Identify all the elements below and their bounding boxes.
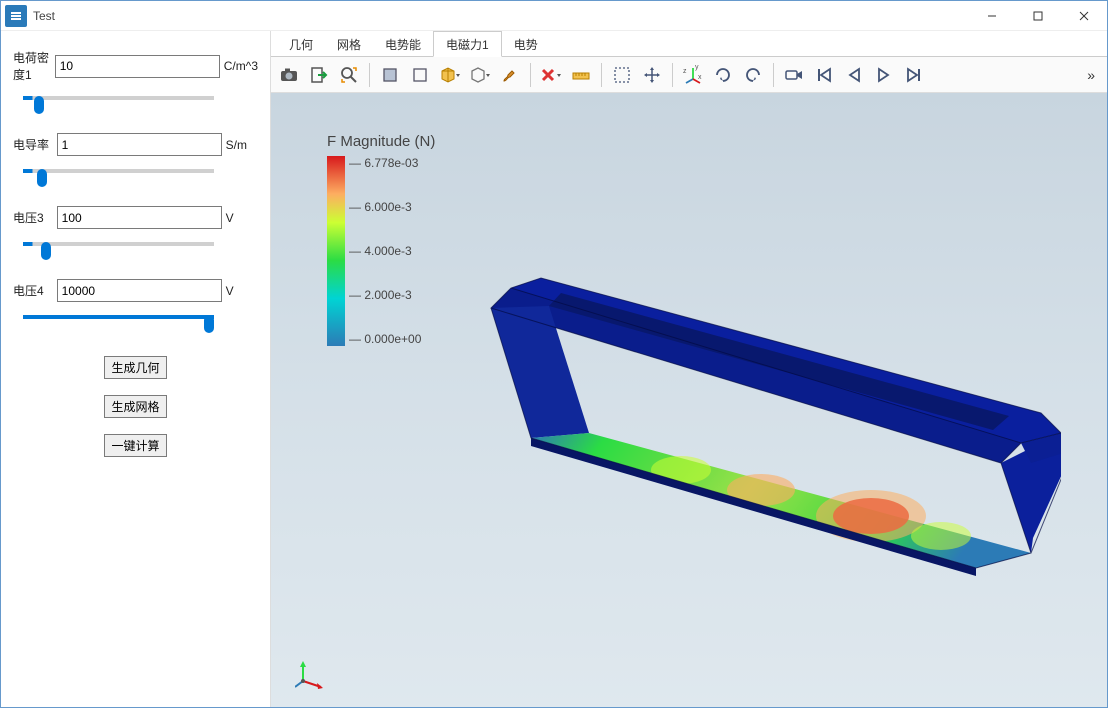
svg-text:x: x [698, 74, 702, 81]
svg-text:y: y [695, 65, 699, 71]
brush-icon[interactable] [496, 61, 524, 89]
toolbar: z yx » [271, 57, 1107, 93]
param-group-3: 电压4 V [13, 279, 258, 324]
box-outline-dd-icon[interactable] [466, 61, 494, 89]
generate-geometry-button[interactable]: 生成几何 [104, 356, 166, 379]
rotate-ccw-icon[interactable] [739, 61, 767, 89]
tab-potential[interactable]: 电势 [502, 32, 550, 56]
param-group-2: 电压3 V [13, 206, 258, 251]
titlebar: Test [1, 1, 1107, 31]
param-label: 电导率 [13, 136, 53, 153]
box-color-dd-icon[interactable] [436, 61, 464, 89]
tabs: 几何 网格 电势能 电磁力1 电势 [271, 31, 1107, 57]
minimize-button[interactable] [969, 1, 1015, 30]
tab-em-force1[interactable]: 电磁力1 [433, 31, 502, 57]
param-input-conductivity[interactable] [57, 133, 222, 156]
body: 电荷密度1 C/m^3 电导率 S/m 电压3 V [1, 31, 1107, 707]
param-input-voltage3[interactable] [57, 206, 222, 229]
skip-first-icon[interactable] [810, 61, 838, 89]
window-title: Test [33, 9, 969, 23]
param-unit: C/m^3 [224, 59, 258, 73]
axis-triad-icon [295, 659, 325, 689]
param-label: 电压3 [13, 209, 53, 226]
move-icon[interactable] [638, 61, 666, 89]
step-fwd-icon[interactable] [900, 61, 928, 89]
export-icon[interactable] [305, 61, 333, 89]
record-icon[interactable] [780, 61, 808, 89]
fem-model [401, 268, 1061, 578]
box-solid-icon[interactable] [376, 61, 404, 89]
ruler-icon[interactable] [567, 61, 595, 89]
one-click-calc-button[interactable]: 一键计算 [104, 434, 166, 457]
box-wire-icon[interactable] [406, 61, 434, 89]
legend-tick: 6.778e-03 [349, 156, 421, 170]
legend-title: F Magnitude (N) [327, 133, 435, 150]
close-button[interactable] [1061, 1, 1107, 30]
legend-tick: 4.000e-3 [349, 244, 421, 258]
viewport-3d[interactable]: F Magnitude (N) 6.778e-03 6.000e-3 4.000… [271, 93, 1107, 707]
main-area: 几何 网格 电势能 电磁力1 电势 [271, 31, 1107, 707]
camera-icon[interactable] [275, 61, 303, 89]
generate-mesh-button[interactable]: 生成网格 [104, 395, 166, 418]
app-window: Test 电荷密度1 C/m^3 电导率 S/m [0, 0, 1108, 708]
maximize-button[interactable] [1015, 1, 1061, 30]
param-input-voltage4[interactable] [57, 279, 222, 302]
toolbar-overflow-button[interactable]: » [1079, 67, 1103, 83]
app-icon [5, 5, 27, 27]
delete-x-icon[interactable] [537, 61, 565, 89]
action-buttons: 生成几何 生成网格 一键计算 [13, 356, 258, 457]
rotate-cw-icon[interactable] [709, 61, 737, 89]
tab-geometry[interactable]: 几何 [277, 32, 325, 56]
param-unit: V [226, 284, 258, 298]
param-slider-voltage4[interactable] [23, 315, 214, 319]
param-slider-conductivity[interactable] [23, 169, 214, 173]
tab-mesh[interactable]: 网格 [325, 32, 373, 56]
param-label: 电荷密度1 [13, 49, 51, 83]
step-back-icon[interactable] [840, 61, 868, 89]
svg-text:z: z [683, 68, 687, 75]
axes-xyz-icon[interactable]: z yx [679, 61, 707, 89]
select-box-icon[interactable] [608, 61, 636, 89]
param-unit: V [226, 211, 258, 225]
param-label: 电压4 [13, 282, 53, 299]
play-icon[interactable] [870, 61, 898, 89]
param-input-charge-density[interactable] [55, 55, 220, 78]
legend-colorbar [327, 156, 345, 346]
zoom-fit-icon[interactable] [335, 61, 363, 89]
param-group-1: 电导率 S/m [13, 133, 258, 178]
sidebar: 电荷密度1 C/m^3 电导率 S/m 电压3 V [1, 31, 271, 707]
param-unit: S/m [226, 138, 258, 152]
legend-tick: 6.000e-3 [349, 200, 421, 214]
param-group-0: 电荷密度1 C/m^3 [13, 49, 258, 105]
tab-potential-energy[interactable]: 电势能 [373, 32, 433, 56]
param-slider-voltage3[interactable] [23, 242, 214, 246]
param-slider-charge-density[interactable] [23, 96, 214, 100]
